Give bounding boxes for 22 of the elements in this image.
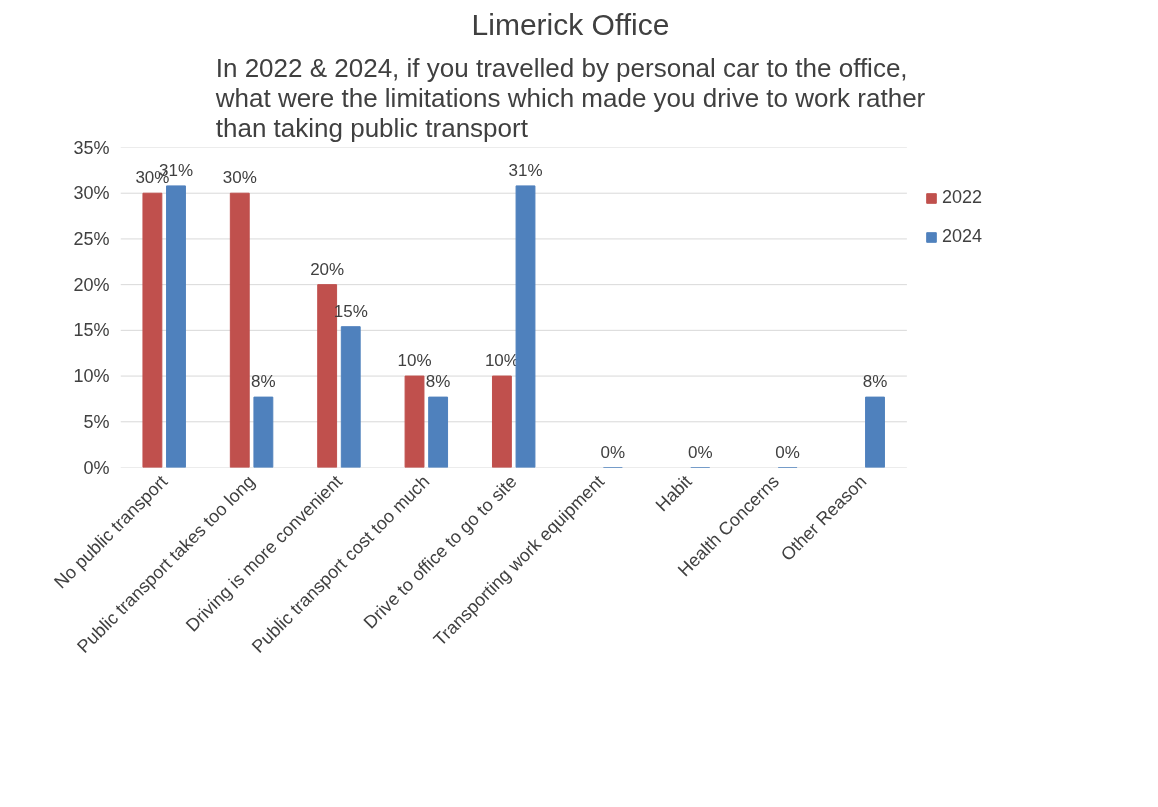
data-label: 10%: [397, 351, 432, 371]
y-tick-label: 25%: [73, 228, 110, 249]
y-tick-label: 20%: [73, 274, 110, 295]
y-tick-label: 35%: [73, 137, 110, 158]
data-label: 0%: [600, 442, 626, 462]
y-tick-label: 10%: [73, 366, 110, 387]
data-label: 8%: [425, 372, 451, 392]
data-label: 20%: [310, 259, 345, 279]
data-label: 31%: [508, 160, 543, 180]
data-label: 8%: [251, 372, 276, 392]
y-tick-label: 0%: [83, 457, 110, 478]
legend-label: 2024: [942, 226, 983, 247]
data-label: 8%: [862, 372, 888, 392]
y-tick-label: 30%: [73, 183, 110, 204]
legend-label: 2022: [942, 187, 983, 208]
chart-title: Limerick Office: [471, 7, 670, 41]
y-tick-label: 5%: [83, 411, 110, 432]
y-tick-label: 15%: [73, 320, 110, 341]
chart-subtitle: In 2022 & 2024, if you travelled by personal car to the office, what were the limitations which made you drive to work rather than taking public transport: [214, 52, 926, 143]
data-label: 0%: [687, 442, 713, 462]
data-label: 0%: [775, 442, 800, 462]
data-label: 30%: [222, 168, 257, 188]
